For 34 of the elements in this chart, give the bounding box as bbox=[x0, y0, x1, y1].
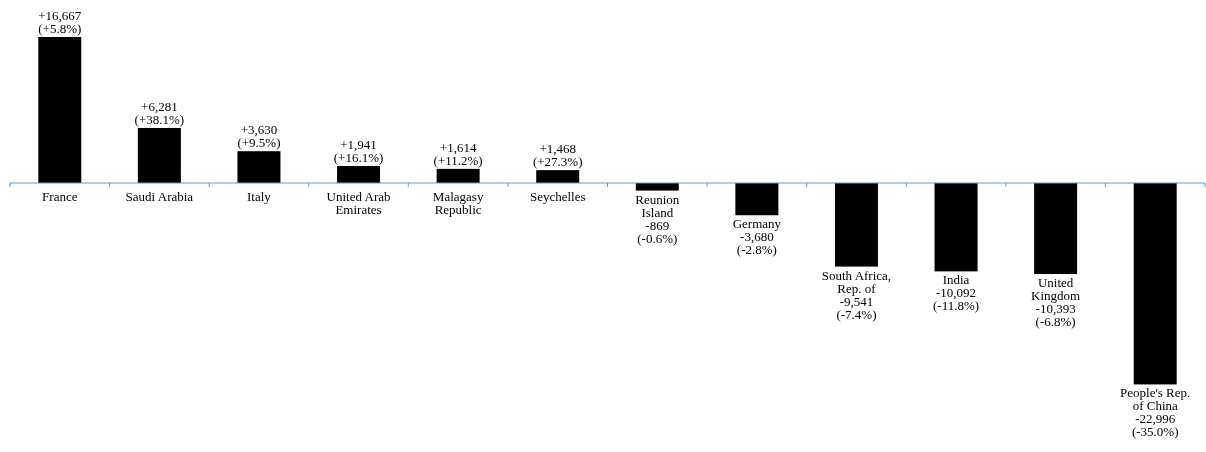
x-tick-label: Malagasy Republic bbox=[432, 189, 484, 217]
x-tick-label: Saudi Arabia bbox=[125, 189, 194, 204]
data-label: +3,630 (+9.5%) bbox=[237, 122, 281, 151]
data-label: +16,667 (+5.8%) bbox=[38, 8, 82, 36]
bar bbox=[237, 151, 281, 183]
bar bbox=[834, 183, 878, 267]
x-tick-label: Italy bbox=[247, 189, 272, 204]
data-label: -10,092 (-11.8%) bbox=[932, 285, 980, 314]
bar bbox=[1034, 183, 1078, 275]
data-label: +1,468 (+27.3%) bbox=[532, 141, 583, 170]
x-tick-label: People's Rep. of China bbox=[1120, 385, 1191, 414]
data-label: -22,996 (-35.0%) bbox=[1131, 411, 1179, 440]
bar bbox=[137, 127, 181, 183]
bar bbox=[934, 183, 978, 272]
x-tick-label: India bbox=[942, 272, 970, 288]
x-tick-label: France bbox=[42, 189, 78, 204]
data-label: -3,680 (-2.8%) bbox=[736, 229, 777, 258]
data-label: +1,941 (+16.1%) bbox=[333, 137, 384, 165]
bar bbox=[635, 183, 679, 191]
data-label: -869 (-0.6%) bbox=[637, 217, 678, 246]
bar bbox=[337, 166, 381, 183]
data-label: +6,281 (+38.1%) bbox=[134, 98, 185, 127]
x-tick-label: Germany bbox=[732, 216, 782, 232]
bar bbox=[536, 170, 580, 183]
bar bbox=[38, 37, 82, 183]
bar bbox=[436, 168, 480, 183]
bar bbox=[1133, 183, 1177, 385]
x-tick-label: United Arab Emirates bbox=[326, 189, 391, 217]
x-tick-label: United Kingdom bbox=[1031, 275, 1081, 304]
x-tick-label: South Africa, Rep. of bbox=[821, 267, 892, 296]
x-tick-label: Seychelles bbox=[529, 189, 586, 204]
bar bbox=[735, 183, 779, 216]
x-tick-label: Reunion Island bbox=[635, 191, 680, 220]
data-label: +1,614 (+11.2%) bbox=[433, 139, 483, 168]
